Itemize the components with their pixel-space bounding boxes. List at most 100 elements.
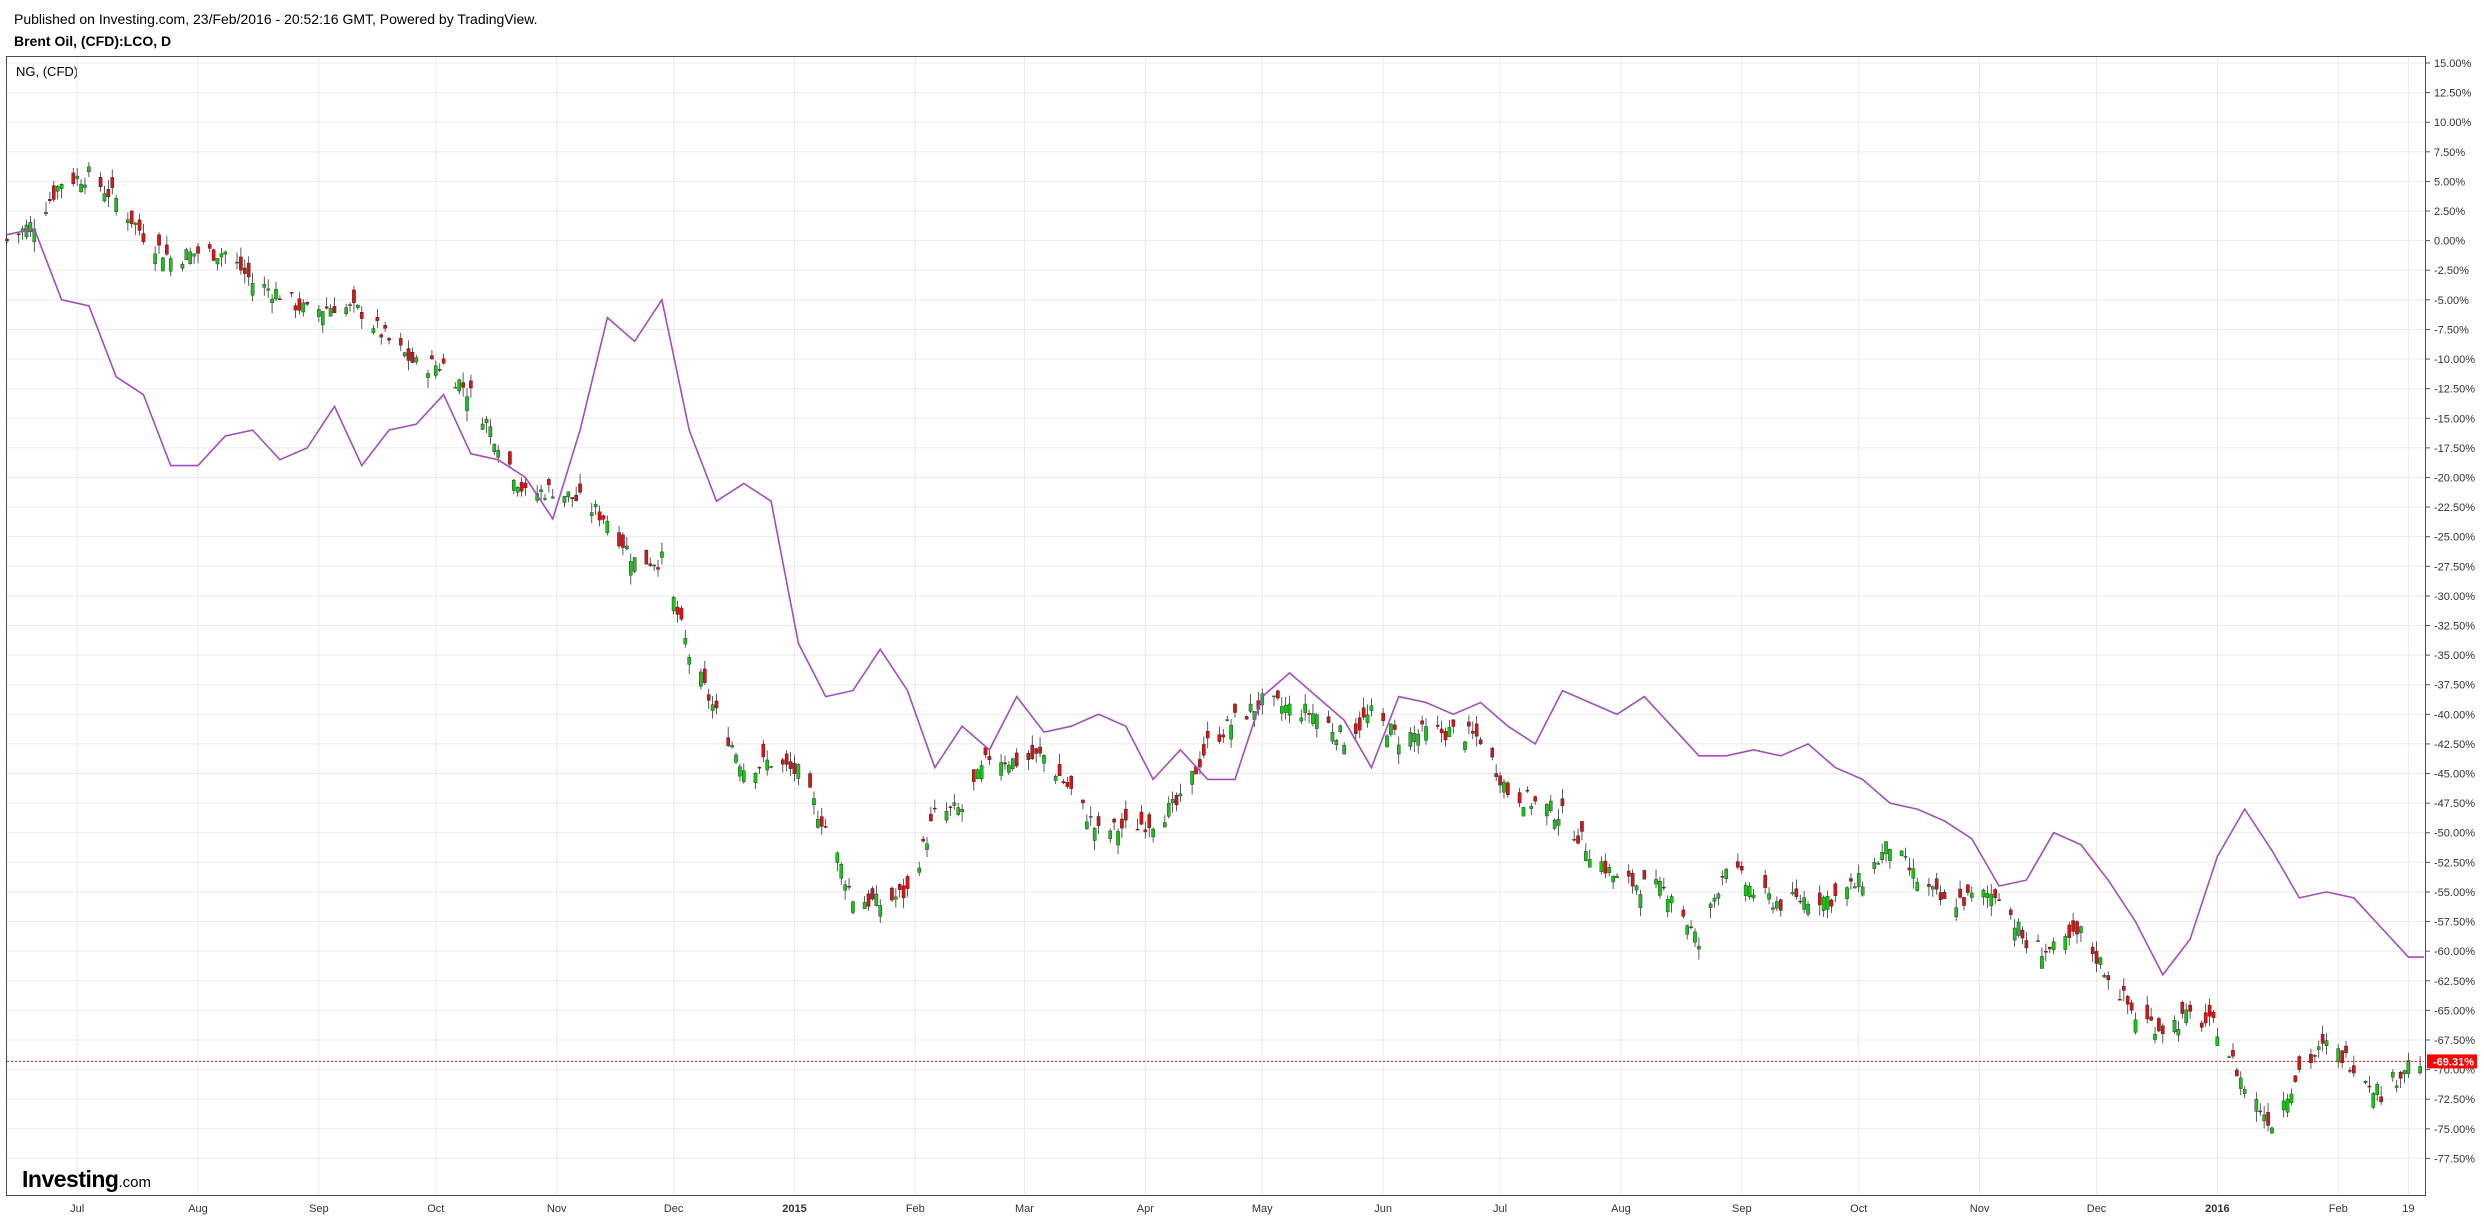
y-tick-label: -40.00% xyxy=(2434,709,2475,721)
y-tick-label: -50.00% xyxy=(2434,828,2475,840)
candle-down xyxy=(1443,731,1448,741)
candle-down xyxy=(1580,821,1584,832)
candle-up xyxy=(628,561,633,576)
candle-up xyxy=(102,193,107,202)
candle-up xyxy=(839,864,844,879)
candle-up xyxy=(699,671,703,687)
candle-down xyxy=(2106,975,2111,980)
candle-up xyxy=(219,253,224,258)
candle-down xyxy=(601,515,606,520)
candle-up xyxy=(1303,703,1307,713)
candle-down xyxy=(2309,1053,2313,1064)
last-value-label: -69.31% xyxy=(2433,1056,2474,1068)
candle-down xyxy=(1034,748,1038,754)
candle-up xyxy=(44,212,48,215)
candle-up xyxy=(1806,904,1810,915)
candle-up xyxy=(2079,926,2083,933)
candle-up xyxy=(1092,827,1097,841)
candle-down xyxy=(1962,897,1966,906)
candle-down xyxy=(1966,884,1970,893)
candle-up xyxy=(1845,887,1849,899)
candle-up xyxy=(1190,770,1194,785)
candle-down xyxy=(441,358,446,364)
candle-down xyxy=(2320,1033,2325,1044)
compare-series-label: NG, (CFD) xyxy=(16,64,79,79)
candle-down xyxy=(870,888,875,900)
candle-up xyxy=(2176,1029,2181,1036)
candle-up xyxy=(2270,1127,2274,1134)
candle-down xyxy=(1942,892,1947,899)
candle-up xyxy=(687,657,692,665)
y-tick-label: -32.50% xyxy=(2434,621,2475,633)
candle-up xyxy=(543,498,547,500)
candle-down xyxy=(293,305,298,311)
candle-up xyxy=(1279,706,1284,714)
candle-up xyxy=(894,896,898,900)
candle-up xyxy=(484,418,489,424)
candle-down xyxy=(1061,781,1066,783)
candle-down xyxy=(141,233,146,243)
y-tick-label: -57.50% xyxy=(2434,917,2475,929)
candle-up xyxy=(1116,831,1120,846)
candle-up xyxy=(1342,745,1346,755)
candle-up xyxy=(1587,859,1592,868)
candle-up xyxy=(769,766,773,768)
candle-up xyxy=(1163,822,1167,828)
candle-up xyxy=(1697,945,1701,950)
candle-up xyxy=(1767,893,1771,900)
candle-up xyxy=(738,766,742,777)
candle-up xyxy=(851,901,855,913)
candle-up xyxy=(835,852,840,863)
candle-down xyxy=(1817,892,1822,906)
candle-down xyxy=(866,893,871,907)
candle-up xyxy=(301,302,306,313)
candle-up xyxy=(1853,886,1857,889)
candle-up xyxy=(2012,927,2017,941)
candle-up xyxy=(589,512,594,516)
candle-down xyxy=(1217,734,1222,742)
candle-down xyxy=(1778,899,1783,911)
y-tick-label: -65.00% xyxy=(2434,1005,2475,1017)
candle-up xyxy=(1369,705,1374,711)
candle-up xyxy=(262,284,267,288)
candle-down xyxy=(246,262,251,278)
ng-series-line xyxy=(6,227,2424,977)
x-tick-label: Oct xyxy=(427,1203,444,1215)
candle-up xyxy=(1880,852,1884,861)
candle-up xyxy=(2375,1084,2380,1095)
logo-suffix: .com xyxy=(118,1174,151,1191)
candle-down xyxy=(2231,1050,2235,1057)
candle-up xyxy=(1911,868,1916,879)
candle-down xyxy=(574,494,578,502)
candle-up xyxy=(2098,957,2103,965)
candle-down xyxy=(2125,996,2130,1005)
candle-up xyxy=(1151,828,1155,838)
y-tick-label: -10.00% xyxy=(2434,354,2475,366)
candle-up xyxy=(188,251,193,264)
candle-down xyxy=(2044,951,2048,953)
candle-down xyxy=(2207,1004,2212,1017)
candle-down xyxy=(297,298,302,311)
candle-down xyxy=(819,816,824,827)
candle-up xyxy=(344,307,348,315)
candle-up xyxy=(843,884,847,891)
candle-up xyxy=(1615,875,1619,879)
candle-up xyxy=(1365,714,1370,723)
candle-down xyxy=(2024,940,2029,949)
candle-down xyxy=(2293,1075,2298,1082)
candle-up xyxy=(925,843,929,850)
y-tick-label: -2.50% xyxy=(2434,265,2469,277)
chart-frame[interactable] xyxy=(6,56,2426,1196)
y-tick-label: 2.50% xyxy=(2434,206,2465,218)
candle-down xyxy=(48,199,52,201)
candle-up xyxy=(457,379,462,392)
candle-up xyxy=(414,357,419,363)
y-tick-label: -52.50% xyxy=(2434,857,2475,869)
candle-up xyxy=(1903,856,1908,858)
candle-down xyxy=(383,325,387,329)
candle-down xyxy=(1381,712,1385,721)
candle-up xyxy=(496,450,500,458)
candle-down xyxy=(1065,782,1070,787)
candle-up xyxy=(1825,896,1830,910)
